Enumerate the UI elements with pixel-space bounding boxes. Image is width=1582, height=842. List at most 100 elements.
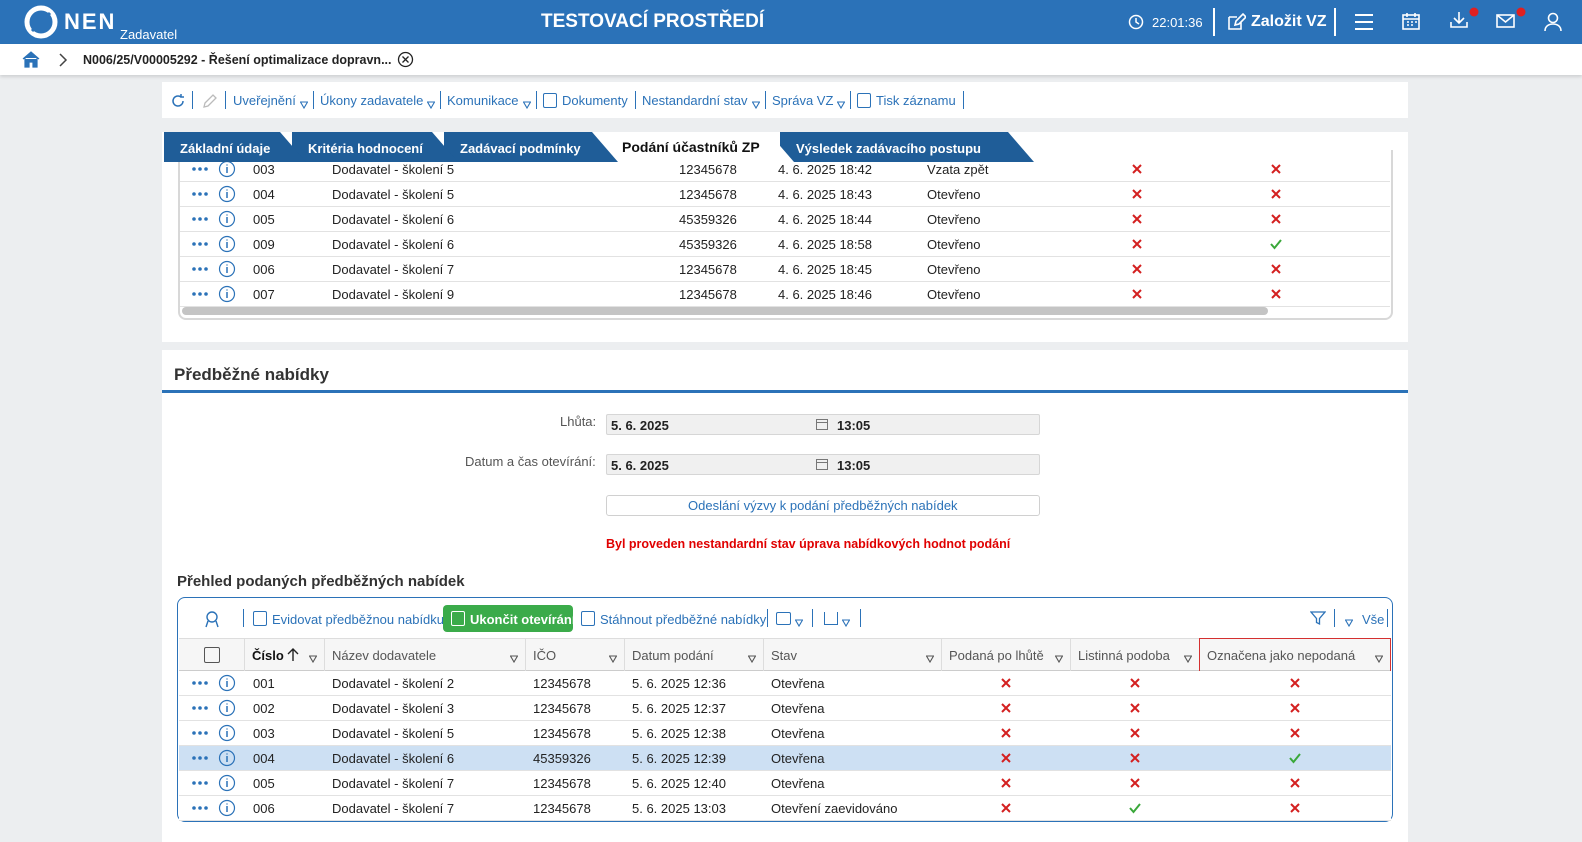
- button-label[interactable]: Odeslání výzvy k podání předběžných nabí…: [688, 498, 958, 513]
- row-actions[interactable]: [190, 185, 240, 203]
- toolbar-item[interactable]: Tisk záznamu: [876, 93, 956, 108]
- dropdown-caret[interactable]: [1183, 651, 1193, 664]
- cell: Dodavatel - školení 5: [332, 187, 455, 202]
- dropdown-caret[interactable]: [841, 615, 851, 628]
- filter-icon[interactable]: [1309, 610, 1327, 626]
- cell: 5. 6. 2025 12:40: [632, 776, 726, 791]
- dropdown-caret[interactable]: [747, 651, 757, 664]
- cross-icon: [1289, 702, 1301, 714]
- settings-icon[interactable]: [204, 647, 220, 663]
- field-date: 5. 6. 2025: [611, 458, 669, 473]
- action-icon: [451, 611, 465, 626]
- row-actions[interactable]: [190, 285, 240, 303]
- dropdown-caret[interactable]: [794, 615, 804, 628]
- action[interactable]: Stáhnout předběžné nabídky: [600, 612, 767, 627]
- breadcrumb[interactable]: N006/25/V00005292 - Řešení optimalizace …: [83, 53, 392, 67]
- mail-icon[interactable]: [1496, 6, 1528, 32]
- tab[interactable]: [290, 132, 458, 162]
- tab[interactable]: [602, 132, 794, 162]
- tab[interactable]: [162, 132, 306, 162]
- action[interactable]: Evidovat předběžnou nabídku: [272, 612, 445, 627]
- warning: Byl proveden nestandardní stav úprava na…: [606, 537, 1011, 551]
- table-row[interactable]: [179, 771, 1391, 796]
- logo: NEN: [64, 9, 117, 34]
- tab-label[interactable]: Základní údaje: [180, 141, 271, 156]
- dropdown-caret[interactable]: [509, 651, 519, 664]
- row-actions[interactable]: [190, 674, 240, 692]
- export-icon[interactable]: [824, 612, 838, 625]
- toolbar-item[interactable]: Úkony zadavatele: [320, 93, 424, 108]
- column-divider: [763, 638, 764, 671]
- toolbar-item[interactable]: Správa VZ: [772, 93, 834, 108]
- table-row[interactable]: [179, 746, 1391, 771]
- toolbar-divider: [765, 91, 766, 109]
- refresh-icon[interactable]: [170, 93, 186, 109]
- cell: 4. 6. 2025 18:58: [778, 237, 872, 252]
- tab-label[interactable]: Kritéria hodnocení: [308, 141, 423, 156]
- dropdown-caret[interactable]: [925, 651, 935, 664]
- row-actions[interactable]: [190, 235, 240, 253]
- row-actions[interactable]: [190, 724, 240, 742]
- column-header[interactable]: Název dodavatele: [332, 648, 437, 663]
- tab-label[interactable]: Podání účastníků ZP: [622, 139, 760, 155]
- dropdown-caret[interactable]: [836, 97, 846, 110]
- table-row[interactable]: [179, 796, 1391, 821]
- tab-label[interactable]: Zadávací podmínky: [460, 141, 581, 156]
- home-icon[interactable]: [22, 51, 40, 68]
- action[interactable]: Ukončit otevírání: [470, 612, 576, 627]
- button[interactable]: [606, 495, 1040, 516]
- create-button[interactable]: Založit VZ: [1251, 13, 1327, 30]
- column-header[interactable]: Stav: [771, 648, 798, 663]
- tab-label[interactable]: Výsledek zadávacího postupu: [796, 141, 981, 156]
- dropdown-caret[interactable]: [1054, 651, 1064, 664]
- dropdown-caret[interactable]: [299, 97, 309, 110]
- row-actions[interactable]: [190, 260, 240, 278]
- column-header[interactable]: Označena jako nepodaná: [1207, 648, 1356, 663]
- toolbar-item[interactable]: Uveřejnění: [233, 93, 296, 108]
- column-header[interactable]: Datum podání: [632, 648, 714, 663]
- table-row[interactable]: [179, 671, 1391, 696]
- edit-icon: [203, 94, 217, 108]
- tab[interactable]: [778, 132, 1034, 162]
- dropdown-caret[interactable]: [426, 97, 436, 110]
- filter-all[interactable]: Vše: [1362, 612, 1385, 627]
- cell: Dodavatel - školení 2: [332, 676, 455, 691]
- calendar-icon[interactable]: [1402, 12, 1420, 30]
- row-actions[interactable]: [190, 699, 240, 717]
- user-icon[interactable]: [1544, 12, 1562, 32]
- download-icon[interactable]: [1450, 6, 1482, 32]
- row-actions[interactable]: [190, 210, 240, 228]
- dropdown-caret[interactable]: [1374, 651, 1384, 664]
- dropdown-caret[interactable]: [608, 651, 618, 664]
- reset-icon[interactable]: [203, 610, 221, 628]
- cross-icon: [1270, 163, 1282, 175]
- menu-icon[interactable]: [1354, 13, 1374, 31]
- table-row[interactable]: [179, 696, 1391, 721]
- dropdown-caret[interactable]: [751, 97, 761, 110]
- dropdown-caret[interactable]: [522, 97, 532, 110]
- table-row[interactable]: [179, 721, 1391, 746]
- row-actions[interactable]: [190, 799, 240, 817]
- dropdown-caret[interactable]: [308, 651, 318, 664]
- print-icon[interactable]: [776, 612, 791, 625]
- row-actions[interactable]: [190, 160, 240, 178]
- cell: 4. 6. 2025 18:45: [778, 262, 872, 277]
- toolbar-item[interactable]: Nestandardní stav: [642, 93, 748, 108]
- row-actions[interactable]: [190, 774, 240, 792]
- sort-arrow: [287, 647, 299, 662]
- close-icon[interactable]: [397, 51, 414, 68]
- toolbar-item[interactable]: Komunikace: [447, 93, 519, 108]
- row-separator: [180, 256, 1390, 257]
- dropdown-caret[interactable]: [1344, 615, 1354, 628]
- cell: Otevřeno: [927, 262, 981, 277]
- column-header[interactable]: Podaná po lhůtě: [949, 648, 1044, 663]
- row-actions[interactable]: [190, 749, 240, 767]
- column-header[interactable]: Listinná podoba: [1078, 648, 1170, 663]
- section-title: Předběžné nabídky: [174, 365, 329, 384]
- cross-icon: [1131, 163, 1143, 175]
- field: [606, 414, 1040, 435]
- column-header[interactable]: IČO: [533, 648, 557, 663]
- cross-icon: [1270, 213, 1282, 225]
- toolbar-item[interactable]: Dokumenty: [562, 93, 628, 108]
- column-header[interactable]: Číslo: [252, 648, 284, 663]
